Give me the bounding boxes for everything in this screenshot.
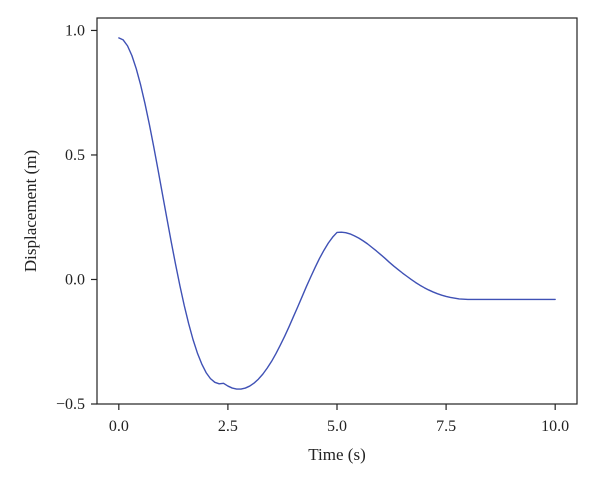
plot-frame	[96, 17, 578, 405]
y-axis: −0.5 0.0 0.5 1.0	[56, 22, 97, 413]
x-tick-label: 7.5	[436, 418, 456, 435]
series-line-0	[118, 37, 556, 390]
y-tick-label: 1.0	[65, 22, 85, 39]
x-axis: 0.0 2.5 5.0 7.5 10.0	[109, 404, 569, 435]
y-tick-label: 0.5	[65, 147, 85, 164]
x-axis-label: Time (s)	[308, 445, 365, 464]
x-tick-label: 2.5	[218, 418, 238, 435]
y-tick-label: −0.5	[56, 396, 85, 413]
x-tick-label: 5.0	[327, 418, 347, 435]
x-tick-label: 0.0	[109, 418, 129, 435]
y-tick-label: 0.0	[65, 271, 85, 288]
series-layer	[118, 37, 556, 390]
y-axis-label: Displacement (m)	[21, 150, 40, 272]
plot-area	[96, 17, 578, 405]
x-tick-label: 10.0	[541, 418, 569, 435]
